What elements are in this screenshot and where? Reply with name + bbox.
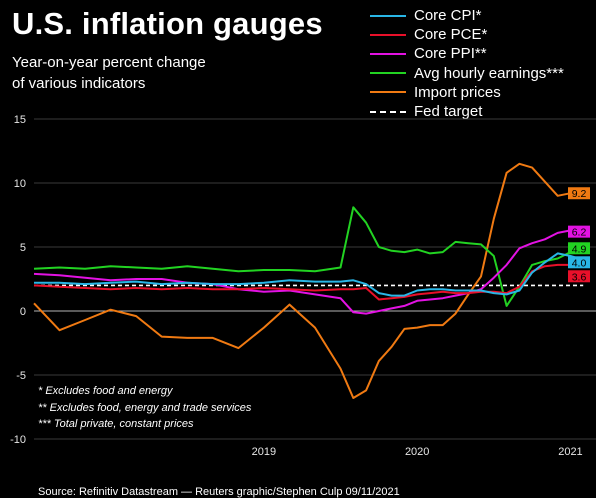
legend-swatch-core-ppi [370, 52, 406, 55]
legend-label-core-ppi: Core PPI** [414, 45, 487, 63]
end-label-avg-hourly-earnings: 4.9 [572, 243, 587, 255]
x-axis-tick-labels: 2019 2020 2021 [252, 446, 583, 458]
legend-swatch-core-pce [370, 33, 406, 36]
end-label-box-core-pce [568, 270, 590, 283]
y-tick-label: 0 [20, 306, 26, 318]
y-tick-label: 10 [14, 178, 26, 190]
legend-label-core-cpi: Core CPI* [414, 7, 482, 25]
chart-series [33, 162, 587, 399]
legend-item-import-prices: Import prices [370, 83, 564, 102]
subtitle-line-1: Year-on-year percent change [12, 54, 206, 71]
series-line-core-cpi [34, 252, 584, 297]
end-label-core-ppi: 6.2 [572, 227, 587, 239]
legend-swatch-fed-target [370, 110, 406, 113]
end-label-box-core-cpi [568, 256, 590, 269]
x-tick-label: 2019 [252, 446, 276, 458]
subtitle-line-2: of various indicators [12, 75, 146, 92]
footnote-3: *** Total private, constant prices [38, 418, 194, 430]
legend-item-fed-target: Fed target [370, 102, 564, 121]
y-axis-tick-labels: 15 10 5 0 -5 -10 [10, 114, 26, 446]
end-label-core-pce: 3.6 [572, 271, 587, 283]
end-label-core-cpi: 4.0 [572, 257, 587, 269]
legend-item-core-pce: Core PCE* [370, 25, 564, 44]
end-label-box-import-prices [568, 187, 590, 200]
legend-label-fed-target: Fed target [414, 103, 483, 121]
y-tick-label: -5 [16, 370, 26, 382]
end-label-import-prices: 9.2 [572, 188, 587, 200]
end-label-box-avg-hourly-earnings [568, 242, 590, 255]
legend-label-core-pce: Core PCE* [414, 26, 488, 44]
series-line-import-prices [33, 162, 584, 399]
legend-item-core-ppi: Core PPI** [370, 44, 564, 63]
chart-subtitle: Year-on-year percent change of various i… [12, 52, 232, 94]
legend-label-import-prices: Import prices [414, 83, 501, 101]
footnote-1: * Excludes food and energy [38, 385, 173, 397]
legend-item-avg-hourly-earnings: Avg hourly earnings*** [370, 64, 564, 83]
legend-swatch-avg-hourly-earnings [370, 72, 406, 75]
series-line-core-pce [33, 263, 584, 301]
chart-footnotes: * Excludes food and energy ** Excludes f… [38, 383, 251, 433]
y-tick-label: 15 [14, 114, 26, 126]
y-tick-label: 5 [20, 242, 26, 254]
chart-title: U.S. inflation gauges [12, 6, 323, 41]
footnote-2: ** Excludes food, energy and trade servi… [38, 401, 252, 414]
series-line-avg-hourly-earnings [33, 206, 584, 307]
legend-label-avg-hourly-earnings: Avg hourly earnings*** [414, 64, 564, 82]
legend-item-core-cpi: Core CPI* [370, 6, 564, 25]
y-tick-label: -10 [10, 434, 26, 446]
x-tick-label: 2021 [558, 446, 582, 458]
source-credit: Source: Refinitiv Datastream — Reuters g… [38, 486, 400, 498]
legend-swatch-core-cpi [370, 14, 406, 17]
x-tick-label: 2020 [405, 446, 429, 458]
chart-gridlines [34, 118, 596, 440]
legend: Core CPI* Core PCE* Core PPI** Avg hourl… [370, 6, 564, 121]
legend-swatch-import-prices [370, 91, 406, 94]
series-line-core-ppi [33, 229, 584, 315]
end-label-box-core-ppi [568, 225, 590, 238]
series-end-labels: 9.2 6.2 4.9 4.0 3.6 [568, 187, 590, 283]
